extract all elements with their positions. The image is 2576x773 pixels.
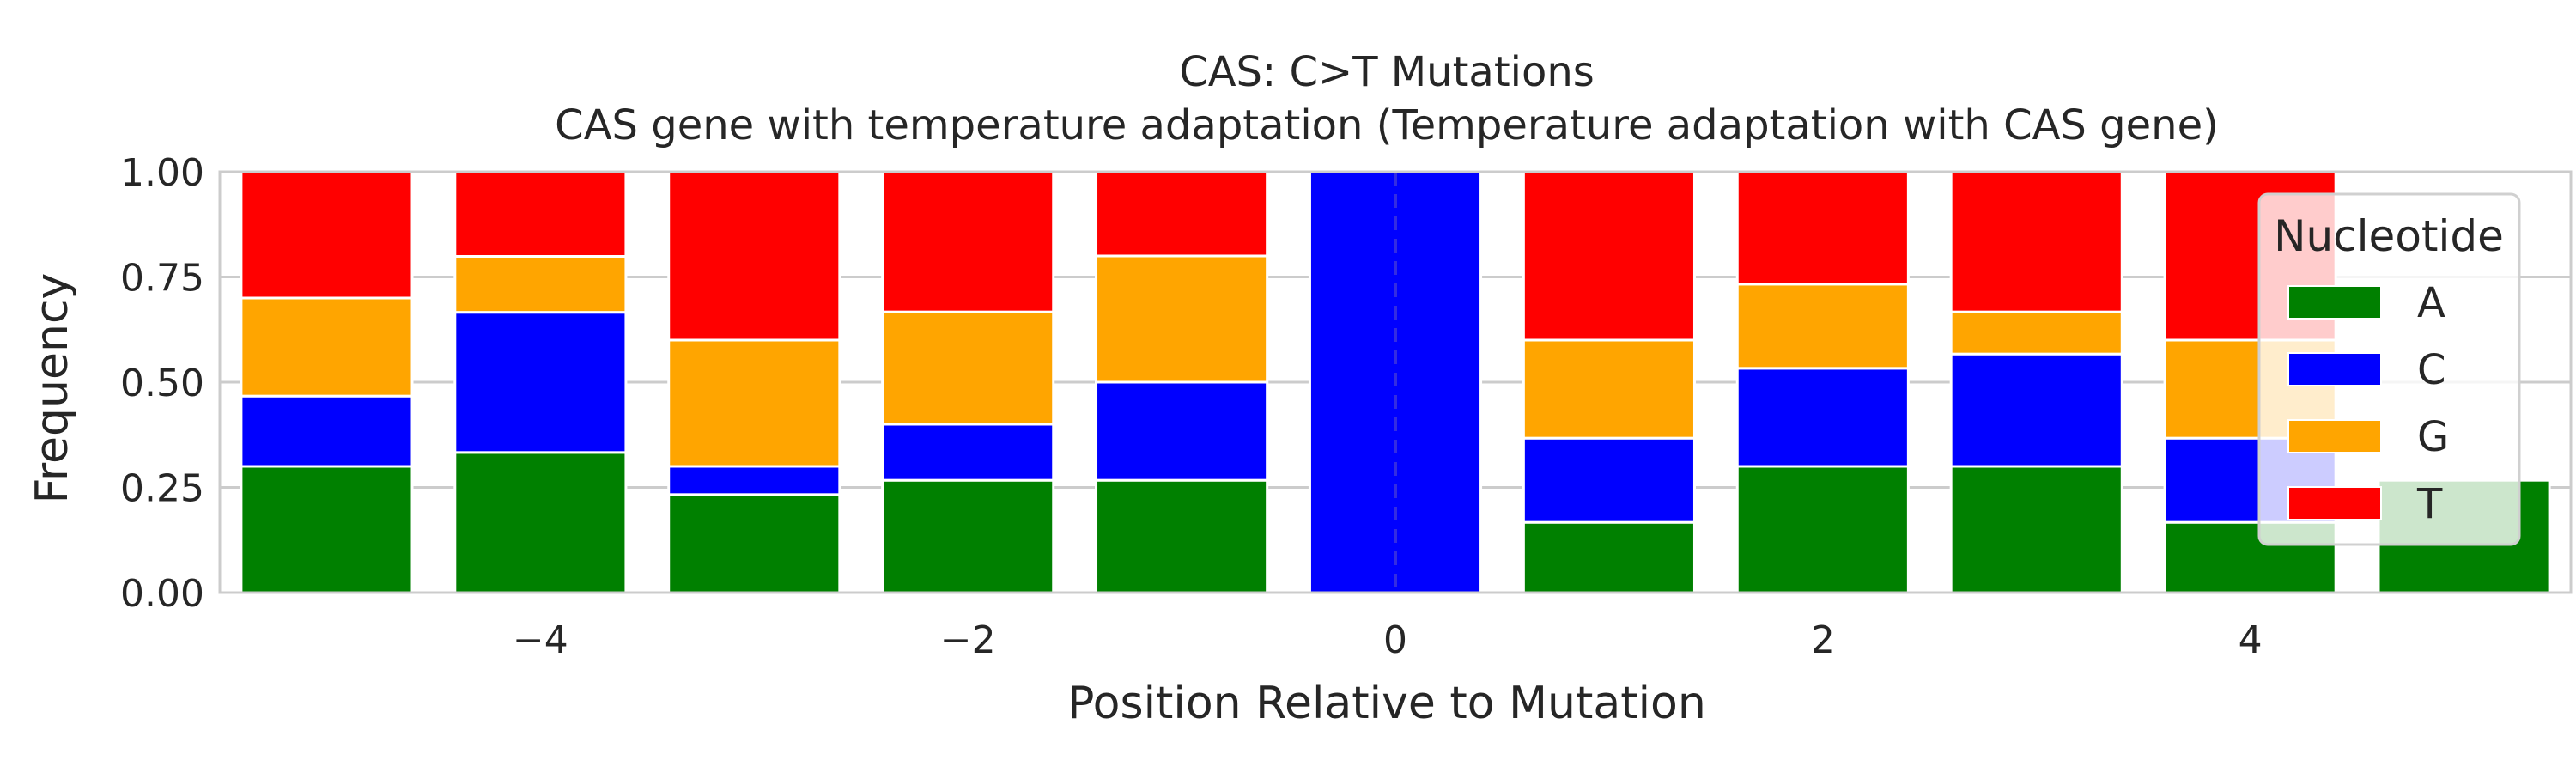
bar-segment-a	[1095, 478, 1269, 594]
y-tick-label: 0.25	[120, 467, 204, 511]
bar-segment-g	[1735, 283, 1910, 370]
x-axis-label: Position Relative to Mutation	[1067, 678, 1706, 729]
bar-segment-a	[1949, 465, 2123, 594]
bar-segment-g	[881, 310, 1055, 426]
bar-segment-t	[1735, 170, 1910, 286]
bar-segment-g	[1095, 254, 1269, 384]
x-tick-label: 0	[1383, 618, 1407, 662]
bar-segment-g	[1949, 310, 2123, 356]
bar-segment-a	[1735, 465, 1910, 594]
bar-segment-g	[1522, 338, 1696, 440]
bar-segment-g	[453, 254, 628, 314]
bar-segment-t	[1095, 170, 1269, 258]
legend-label-a: A	[2417, 279, 2445, 327]
bar-segment-t	[1949, 170, 2123, 313]
bar-segment-a	[1522, 520, 1696, 594]
bar-segment-c	[240, 394, 414, 468]
y-axis-label: Frequency	[27, 273, 78, 504]
bar-segment-a	[667, 493, 841, 594]
legend-swatch-g	[2287, 419, 2382, 453]
bar-segment-t	[881, 170, 1055, 313]
bar-segment-c	[881, 423, 1055, 482]
bar-segment-c	[1735, 367, 1910, 468]
legend-label-c: C	[2417, 346, 2446, 394]
bar-segment-g	[240, 296, 414, 398]
bar-segment-c	[1095, 380, 1269, 482]
bar-segment-a	[881, 478, 1055, 594]
x-tick-label: 2	[1811, 618, 1835, 662]
y-tick-label: 0.00	[120, 572, 204, 616]
y-tick-label: 0.50	[120, 362, 204, 405]
bar-segment-c	[667, 465, 841, 496]
bar-segment-t	[667, 170, 841, 342]
bar-segment-g	[667, 338, 841, 468]
ticks-layer: 0.00 0.25 0.50 0.75 1.00 −4 −2 0 2 4	[120, 151, 2263, 662]
y-tick-label: 0.75	[120, 257, 204, 301]
bar-segment-c	[1522, 436, 1696, 524]
plot-frame	[218, 170, 2573, 594]
legend-title: Nucleotide	[2274, 211, 2504, 261]
chart-subtitle: CAS gene with temperature adaptation (Te…	[555, 101, 2219, 149]
legend-label-g: G	[2417, 413, 2449, 461]
chart-title: CAS: C>T Mutations	[1179, 48, 1595, 96]
x-tick-label: 4	[2239, 618, 2263, 662]
legend-box	[2257, 192, 2521, 546]
bar-segment-t	[240, 170, 414, 300]
legend-swatch-t	[2287, 486, 2382, 520]
bar-segment-c	[453, 311, 628, 454]
bar-segment-c	[1949, 352, 2123, 468]
bar-segment-a	[240, 465, 414, 594]
bar-segment-a	[453, 451, 628, 594]
x-tick-label: −4	[513, 618, 568, 662]
legend-label-t: T	[2416, 480, 2443, 528]
legend-swatch-a	[2287, 285, 2382, 320]
bar-segment-t	[453, 170, 628, 258]
legend-swatch-c	[2287, 352, 2382, 386]
x-tick-label: −2	[940, 618, 996, 662]
y-tick-label: 1.00	[120, 151, 204, 195]
bar-segment-t	[1522, 170, 1696, 342]
